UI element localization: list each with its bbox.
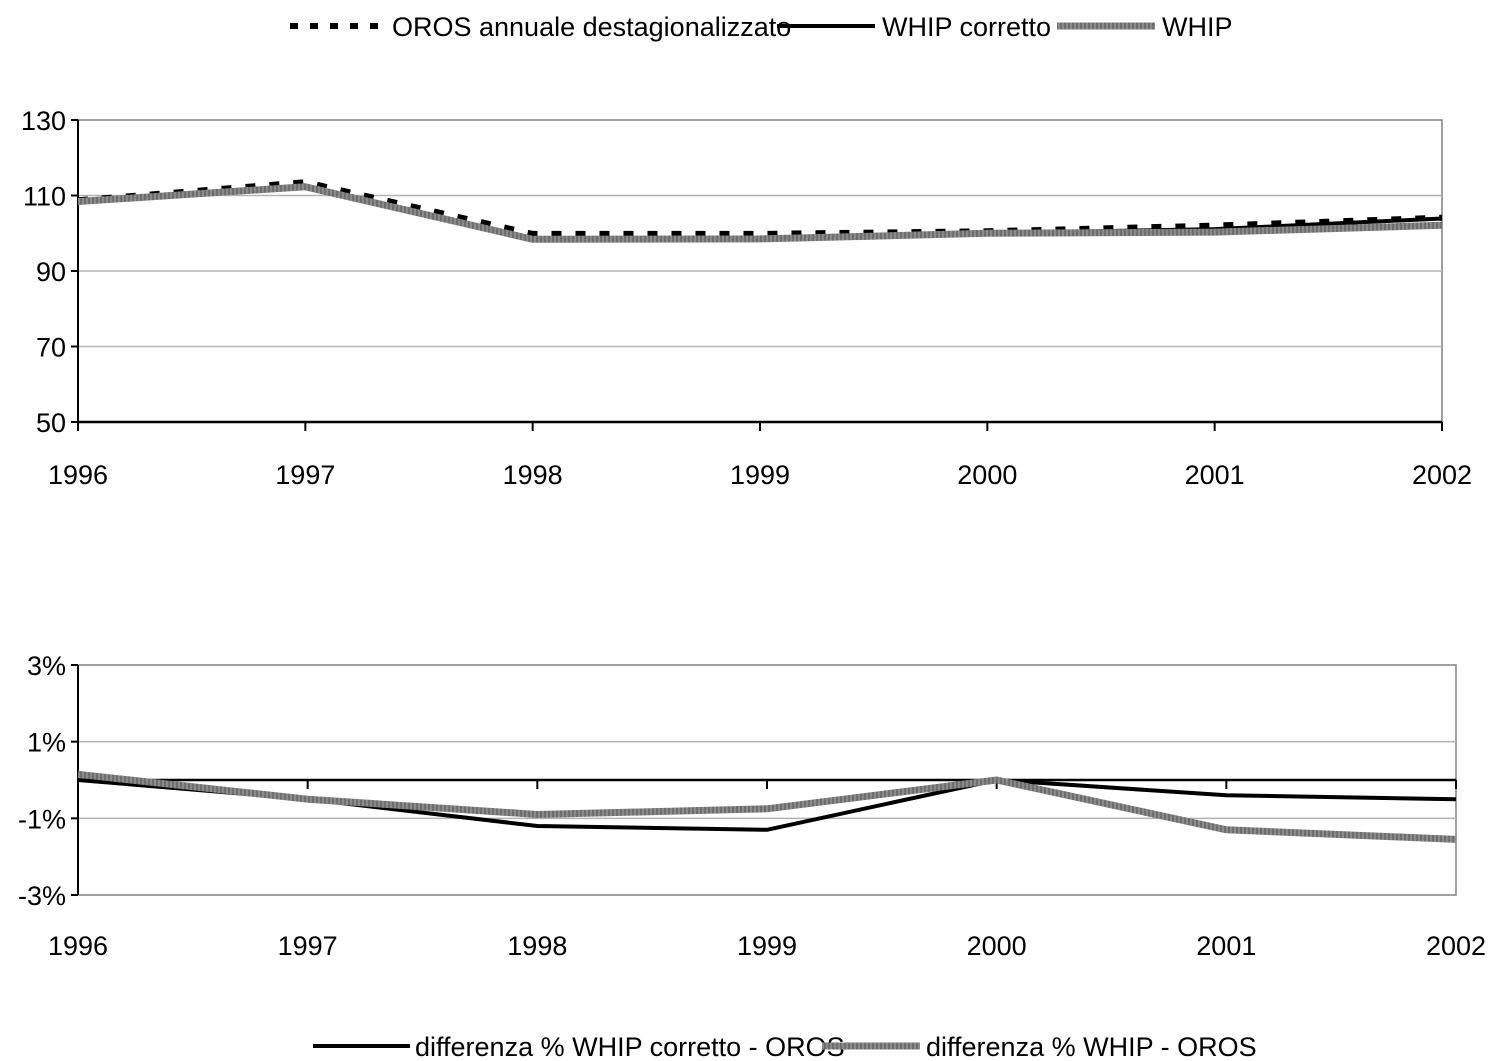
series-line-whip [77, 183, 1443, 243]
bot-x-tick-label: 1998 [507, 931, 567, 961]
bottom-series [77, 770, 1457, 843]
legend-label-diff-whip-corretto: differenza % WHIP corretto - OROS [415, 1032, 845, 1061]
bottom-chart: -3% -1% 1% 3% 1996 1997 1998 1999 2000 2001 2002 [18, 651, 1486, 961]
top-x-tick-label: 1998 [503, 460, 563, 490]
top-chart: 50 70 90 110 130 1996 1997 1998 1999 2000 2001 200… [21, 106, 1472, 490]
bot-y-tick-label: 3% [27, 651, 66, 681]
top-y-tick-label: 70 [36, 333, 66, 363]
legend-label-oros: OROS annuale destagionalizzato [392, 12, 791, 42]
bottom-gridlines [78, 740, 1456, 820]
bottom-y-tick-labels: -3% -1% 1% 3% [18, 651, 66, 911]
top-x-tick-label: 1999 [730, 460, 790, 490]
bottom-legend: differenza % WHIP corretto - OROS differ… [313, 1032, 1257, 1061]
legend-label-whip-corretto: WHIP corretto [882, 12, 1051, 42]
bot-x-tick-label: 2001 [1196, 931, 1256, 961]
top-gridlines [78, 194, 1442, 348]
top-y-tick-label: 90 [36, 257, 66, 287]
top-series [77, 179, 1443, 243]
top-y-tick-label: 110 [23, 182, 66, 212]
bot-x-tick-label: 2002 [1426, 931, 1486, 961]
bottom-x-tick-labels: 1996 1997 1998 1999 2000 2001 2002 [48, 931, 1486, 961]
bot-x-tick-label: 2000 [967, 931, 1027, 961]
bot-x-tick-label: 1999 [737, 931, 797, 961]
top-y-tick-label: 130 [21, 106, 66, 136]
top-x-tick-label: 1997 [275, 460, 335, 490]
bot-x-tick-label: 1996 [48, 931, 108, 961]
top-x-tick-label: 1996 [48, 460, 108, 490]
top-y-tick-label: 50 [36, 408, 66, 438]
top-legend: OROS annuale destagionalizzato WHIP corr… [290, 12, 1233, 42]
top-x-tick-labels: 1996 1997 1998 1999 2000 2001 2002 [48, 460, 1472, 490]
bottom-axes [71, 664, 1457, 896]
legend-label-diff-whip: differenza % WHIP - OROS [926, 1032, 1257, 1061]
top-axes [71, 119, 1443, 431]
bot-y-tick-label: -3% [18, 881, 66, 911]
top-y-tick-labels: 50 70 90 110 130 [21, 106, 66, 438]
bot-x-tick-label: 1997 [278, 931, 338, 961]
bot-y-tick-label: 1% [27, 728, 66, 758]
legend-label-whip: WHIP [1162, 12, 1233, 42]
top-x-tick-label: 2002 [1412, 460, 1472, 490]
series-line-differenza-whip-oros [77, 770, 1457, 843]
bot-y-tick-label: -1% [18, 804, 66, 834]
top-x-tick-label: 2000 [957, 460, 1017, 490]
top-x-tick-label: 2001 [1185, 460, 1245, 490]
